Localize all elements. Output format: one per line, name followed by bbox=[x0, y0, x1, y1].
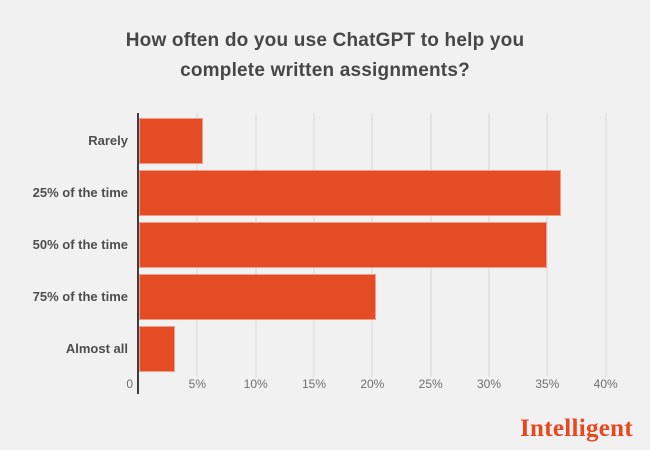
category-label-75-of-the-time: 75% of the time bbox=[32, 288, 128, 304]
category-label-25-of-the-time: 25% of the time bbox=[32, 185, 128, 201]
bar-rarely bbox=[139, 118, 204, 165]
chart-title-line-1: How often do you use ChatGPT to help you bbox=[125, 30, 525, 51]
category-label-50-of-the-time: 50% of the time bbox=[32, 236, 128, 252]
x-tick-label-10%: 10% bbox=[243, 377, 268, 391]
brand-logo: Intelligent bbox=[519, 415, 633, 442]
gridline-40% bbox=[604, 113, 607, 377]
x-tick-label-20%: 20% bbox=[360, 377, 385, 391]
x-tick-label-30%: 30% bbox=[476, 377, 501, 391]
x-tick-label-0: 0 bbox=[126, 377, 133, 391]
bar-almost-all bbox=[139, 325, 176, 372]
bar-50-of-the-time bbox=[139, 221, 548, 268]
chart-title: How often do you use ChatGPT to help you… bbox=[0, 26, 650, 86]
category-label-rarely: Rarely bbox=[88, 133, 128, 149]
plot-area bbox=[139, 113, 648, 377]
x-tick-label-15%: 15% bbox=[301, 377, 326, 391]
gridline-35% bbox=[546, 113, 549, 377]
x-tick-label-5%: 5% bbox=[188, 377, 206, 391]
bar-75-of-the-time bbox=[139, 273, 376, 320]
chart-title-line-2: complete written assignments? bbox=[180, 60, 470, 81]
category-label-almost-all: Almost all bbox=[65, 340, 128, 356]
x-tick-label-25%: 25% bbox=[418, 377, 443, 391]
x-tick-label-40%: 40% bbox=[593, 377, 618, 391]
bar-25-of-the-time bbox=[139, 170, 562, 217]
y-axis-line bbox=[137, 113, 139, 394]
x-tick-label-35%: 35% bbox=[535, 377, 560, 391]
